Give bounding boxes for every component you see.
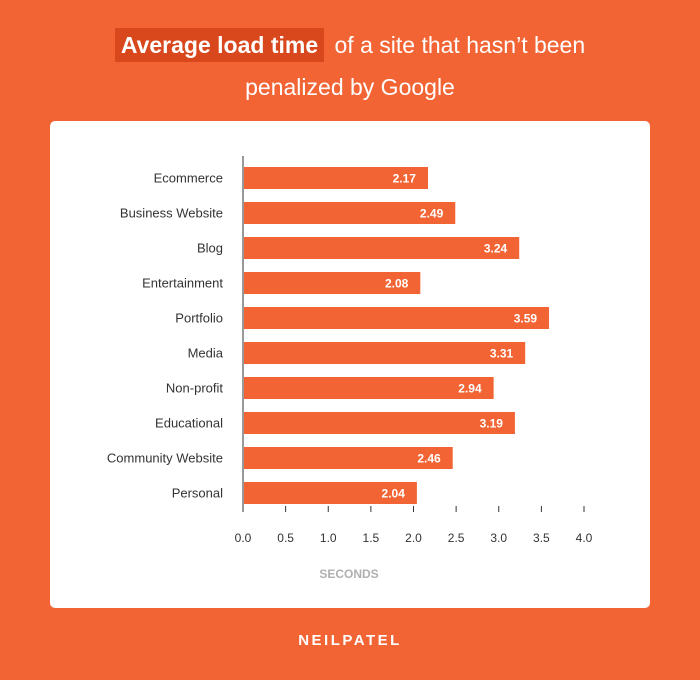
bar (244, 342, 526, 364)
x-tick-label: 2.5 (448, 531, 465, 545)
x-tick-label: 4.0 (576, 531, 593, 545)
category-label: Business Website (120, 206, 223, 221)
bar-chart: 2.17 Ecommerce 2.49 Business Website 3.24 Blo… (107, 156, 593, 581)
neilpatel-logo: NEILPATEL (298, 632, 402, 649)
x-tick-label: 3.5 (533, 531, 550, 545)
bar (244, 447, 453, 469)
bar (244, 272, 421, 294)
bar-value-label: 2.49 (420, 207, 444, 221)
x-tick-label: 1.5 (363, 531, 380, 545)
x-tick-label: 3.0 (490, 531, 507, 545)
title-line-2: penalized by Google (245, 74, 455, 100)
x-tick-label: 0.5 (277, 531, 294, 545)
bar (244, 482, 417, 504)
category-label: Entertainment (142, 276, 223, 291)
bar-value-label: 3.24 (484, 242, 508, 256)
bar (244, 237, 520, 259)
bar (244, 412, 515, 434)
bar-value-label: 2.04 (382, 487, 406, 501)
x-tick-label: 0.0 (235, 531, 252, 545)
category-label: Blog (197, 241, 223, 256)
title-line-1: Average load time of a site that hasn’t … (0, 24, 700, 66)
bar-value-label: 2.94 (458, 382, 482, 396)
category-label: Community Website (107, 451, 223, 466)
category-label: Portfolio (175, 311, 223, 326)
category-label: Personal (172, 486, 223, 501)
bar-value-label: 3.59 (514, 312, 538, 326)
title-highlight: Average load time (114, 28, 325, 62)
chart-card: 2.17 Ecommerce 2.49 Business Website 3.24 Blo… (50, 121, 650, 608)
bar-value-label: 3.19 (480, 417, 504, 431)
bar-value-label: 2.17 (393, 172, 417, 186)
bar (244, 167, 428, 189)
category-label: Media (188, 346, 224, 361)
x-tick-label: 1.0 (320, 531, 337, 545)
bar (244, 202, 456, 224)
bar (244, 377, 494, 399)
title-rest-line-1: of a site that hasn’t been (334, 32, 586, 58)
bar (244, 307, 550, 329)
bar-value-label: 2.08 (385, 277, 409, 291)
x-axis-label: SECONDS (319, 567, 378, 581)
chart-title: Average load time of a site that hasn’t … (0, 24, 700, 108)
bar-value-label: 3.31 (490, 347, 514, 361)
category-label: Educational (155, 416, 223, 431)
x-tick-label: 2.0 (405, 531, 422, 545)
category-label: Non-profit (166, 381, 223, 396)
bar-value-label: 2.46 (417, 452, 441, 466)
category-label: Ecommerce (154, 171, 223, 186)
